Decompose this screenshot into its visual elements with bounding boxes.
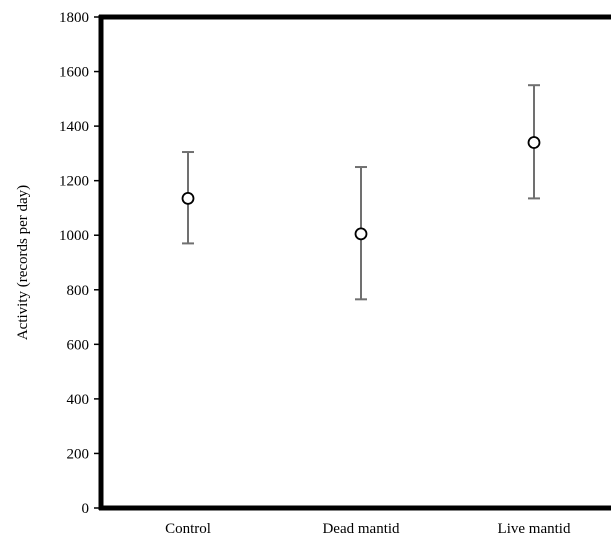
error-bars xyxy=(182,84,540,301)
x-tick-label: Control xyxy=(165,521,211,537)
data-points xyxy=(181,136,541,241)
y-tick-label: 1400 xyxy=(59,119,89,135)
x-axis-labels: Control Dead mantid Live mantid xyxy=(165,521,571,537)
y-tick-label: 1200 xyxy=(59,174,89,190)
y-tick-label: 400 xyxy=(67,392,90,408)
y-tick-label: 0 xyxy=(82,501,90,517)
y-tick-label: 1000 xyxy=(59,228,89,244)
data-point xyxy=(527,136,541,149)
plot-frame xyxy=(98,14,611,511)
data-point xyxy=(354,227,368,241)
y-tick-label: 1600 xyxy=(59,65,89,81)
x-tick-label: Dead mantid xyxy=(322,521,400,537)
data-point xyxy=(181,191,195,205)
y-axis-ticks: 0 200 400 600 800 1000 1200 1400 1600 1800 xyxy=(59,10,101,517)
x-tick-label: Live mantid xyxy=(498,521,571,537)
y-tick-label: 800 xyxy=(67,283,90,299)
y-tick-label: 200 xyxy=(67,446,90,462)
y-tick-label: 1800 xyxy=(59,10,89,26)
y-axis-label: Activity (records per day) xyxy=(15,185,31,340)
y-tick-label: 600 xyxy=(67,337,90,353)
